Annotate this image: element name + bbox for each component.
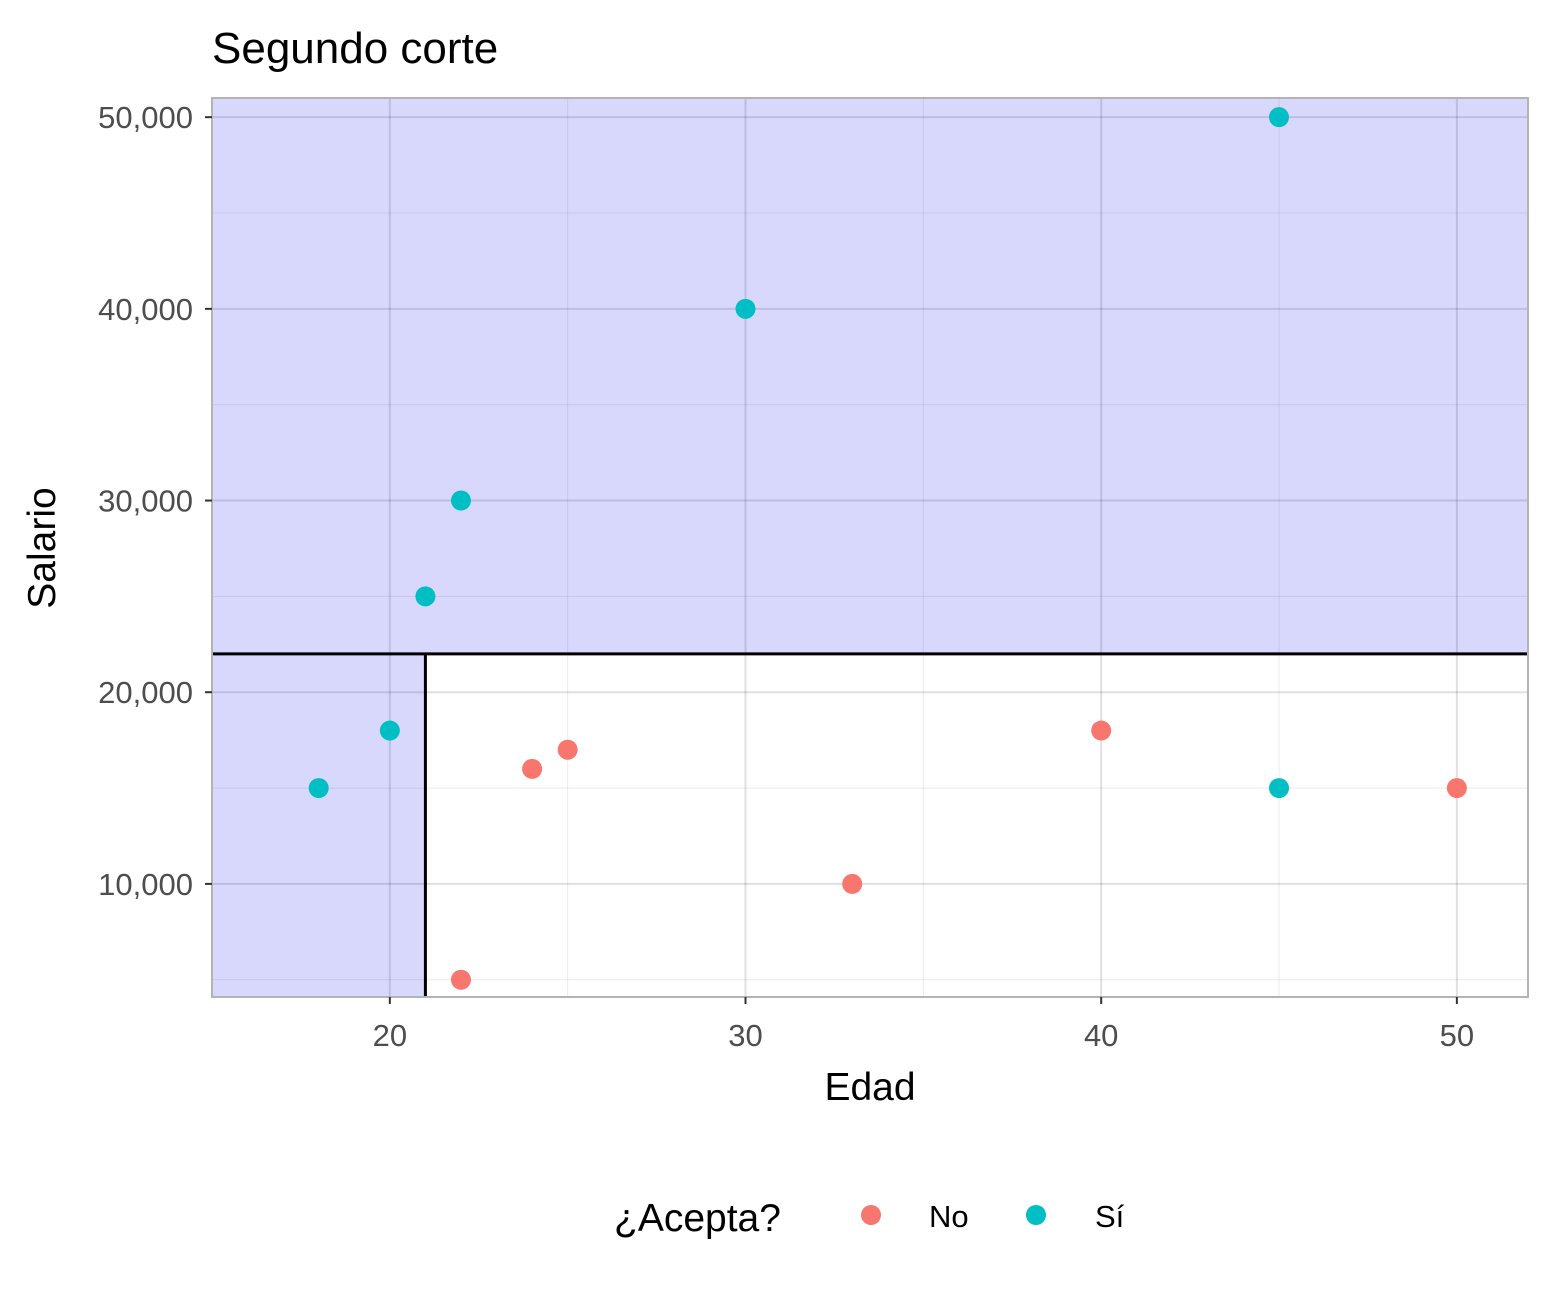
point-si: [1269, 107, 1290, 128]
x-axis-title: Edad: [824, 1066, 915, 1109]
y-tick-label: 10,000: [98, 867, 193, 902]
shaded-region-2: [212, 653, 426, 997]
y-tick-label: 20,000: [98, 675, 193, 710]
panel-border: [211, 97, 1529, 998]
y-axis-title: Salario: [21, 487, 64, 608]
legend-label-no: No: [929, 1199, 969, 1234]
legend-key-no: [861, 1205, 881, 1225]
point-si: [735, 298, 756, 319]
shaded-regions: [212, 98, 1528, 997]
chart-title: Segundo corte: [212, 24, 498, 73]
major-gridlines: [212, 98, 1528, 997]
legend-title: ¿Acepta?: [614, 1197, 781, 1240]
legend-label-si: Sí: [1095, 1199, 1125, 1234]
shaded-region-1: [212, 98, 1528, 654]
x-tick-label: 30: [728, 1018, 762, 1053]
y-tick-label: 30,000: [98, 484, 193, 519]
point-si: [379, 720, 400, 741]
x-axis-ticks: 20 30 40 50: [373, 997, 1474, 1053]
y-tick-label: 40,000: [98, 292, 193, 327]
point-no: [1091, 720, 1112, 741]
legend-key-si: [1026, 1205, 1046, 1225]
x-tick-label: 50: [1440, 1018, 1474, 1053]
point-si: [415, 586, 436, 607]
split-lines: [212, 652, 1528, 997]
point-no: [1446, 778, 1467, 799]
x-tick-label: 20: [373, 1018, 407, 1053]
x-tick-label: 40: [1084, 1018, 1118, 1053]
point-no: [557, 739, 578, 760]
point-si: [450, 490, 471, 511]
legend: ¿Acepta? No Sí: [614, 1197, 1125, 1240]
point-no: [450, 969, 471, 990]
point-si: [308, 778, 329, 799]
y-axis-ticks: 10,000 20,000 30,000 40,000 50,000: [98, 100, 212, 902]
point-no: [522, 758, 543, 779]
point-si: [1269, 778, 1290, 799]
data-points: [308, 107, 1467, 990]
point-no: [842, 873, 863, 894]
y-tick-label: 50,000: [98, 100, 193, 135]
